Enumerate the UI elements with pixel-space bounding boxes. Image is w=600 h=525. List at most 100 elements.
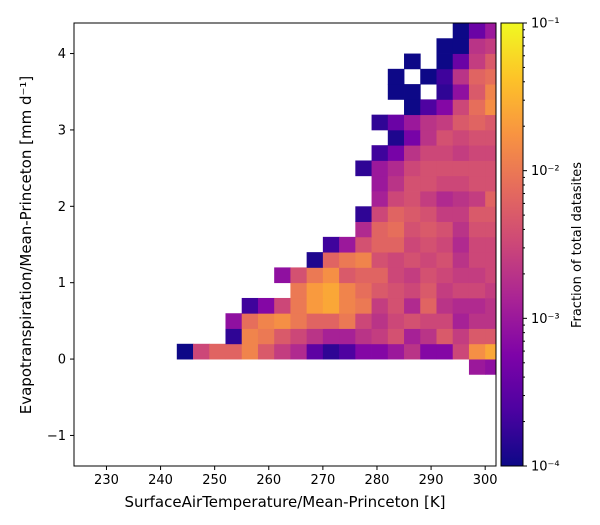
heatmap-cell (306, 282, 324, 299)
heatmap-cell (468, 297, 486, 314)
heatmap-cell (485, 282, 496, 299)
heatmap-cell (436, 160, 454, 177)
heatmap-cell (485, 145, 496, 161)
heatmap-cell (339, 343, 356, 360)
colorbar (500, 22, 524, 467)
heatmap-cell (404, 99, 421, 116)
heatmap-cell (420, 68, 437, 85)
heatmap-cell (371, 328, 389, 345)
heatmap-cell (436, 38, 454, 54)
heatmap-cell (452, 267, 470, 284)
heatmap-cell (290, 343, 308, 360)
heatmap-cell (452, 313, 470, 329)
heatmap-cell (468, 23, 486, 24)
y-tick-label: 0 (58, 353, 66, 368)
heatmap-cell (355, 206, 372, 222)
heatmap-cell (485, 99, 496, 116)
heatmap-cell (387, 343, 405, 360)
heatmap-cell (355, 267, 372, 284)
heatmap-cell (485, 359, 496, 375)
heatmap-cell (306, 328, 324, 345)
heatmap-cell (485, 129, 496, 146)
heatmap-cell (420, 236, 437, 253)
heatmap-cell (404, 297, 421, 314)
colorbar-ticks: 10⁻⁴ 10⁻³ 10⁻² 10⁻¹ (523, 17, 560, 475)
heatmap-cell (468, 23, 486, 39)
heatmap-cell (485, 343, 496, 360)
heatmap-cell (404, 328, 421, 345)
heatmap-cell (452, 129, 470, 146)
y-axis: −1 0 1 2 3 4 (47, 47, 74, 444)
heatmap-cell (257, 313, 275, 329)
heatmap-cell (322, 328, 340, 345)
heatmap-cell (387, 328, 405, 345)
heatmap-cell (339, 328, 356, 345)
heatmap-cell (452, 328, 470, 345)
heatmap-cell (485, 23, 496, 24)
heatmap-cell (306, 297, 324, 314)
heatmap-cell (452, 145, 470, 161)
heatmap-cell (468, 191, 486, 207)
heatmap-cell (452, 252, 470, 268)
heatmap-cell (436, 252, 454, 268)
heatmap-cell (371, 313, 389, 329)
heatmap-cell (452, 38, 470, 54)
heatmap-cell (468, 114, 486, 131)
heatmap-cell (420, 343, 437, 360)
heatmap-cell (387, 282, 405, 299)
heatmap-cell (420, 206, 437, 222)
heatmap-cell (274, 328, 291, 345)
heatmap-cell (485, 114, 496, 131)
heatmap-cell (339, 313, 356, 329)
heatmap-cell (257, 328, 275, 345)
heatmap-cell (371, 267, 389, 284)
x-tick-label: 270 (310, 473, 335, 488)
heatmap-cell (387, 297, 405, 314)
heatmap-cell (452, 236, 470, 253)
heatmap-cell (355, 282, 372, 299)
heatmap-cell (176, 343, 194, 360)
heatmap-cell (339, 252, 356, 268)
heatmap-cell (436, 313, 454, 329)
heatmap-cell (485, 221, 496, 238)
heatmap-cell (339, 282, 356, 299)
heatmap-cell (436, 68, 454, 85)
heatmap-cell (274, 297, 291, 314)
heatmap-cell (452, 23, 470, 24)
heatmap-cell (404, 114, 421, 131)
heatmap-cell (452, 191, 470, 207)
heatmap-cell (404, 252, 421, 268)
heatmap-cell (485, 236, 496, 253)
heatmap-cell (468, 359, 486, 375)
heatmap-cell (339, 236, 356, 253)
heatmap-cell (485, 206, 496, 222)
heatmap-cell (420, 191, 437, 207)
heatmap-cell (485, 84, 496, 100)
heatmap-cell (452, 23, 470, 39)
heatmap-cell (468, 68, 486, 85)
heatmap-cell (468, 99, 486, 116)
heatmap-cell (387, 236, 405, 253)
heatmap-cells (176, 23, 496, 375)
heatmap-cell (468, 236, 486, 253)
heatmap-cell (404, 282, 421, 299)
heatmap-cell (485, 53, 496, 70)
y-tick-label: 3 (58, 123, 66, 138)
heatmap-cell (322, 313, 340, 329)
heatmap-cell (306, 343, 324, 360)
y-tick-label: 2 (58, 200, 66, 215)
heatmap-cell (420, 160, 437, 177)
heatmap-cell (468, 343, 486, 360)
heatmap-cell (404, 221, 421, 238)
heatmap-cell (371, 252, 389, 268)
heatmap-cell (452, 53, 470, 70)
heatmap-cell (387, 68, 405, 85)
heatmap-cell (452, 160, 470, 177)
heatmap-cell (274, 343, 291, 360)
heatmap-cell (452, 343, 470, 360)
heatmap-cell (436, 328, 454, 345)
heatmap-cell (371, 145, 389, 161)
colorbar-tick-label: 10⁻¹ (531, 17, 560, 32)
heatmap-cell (436, 84, 454, 100)
